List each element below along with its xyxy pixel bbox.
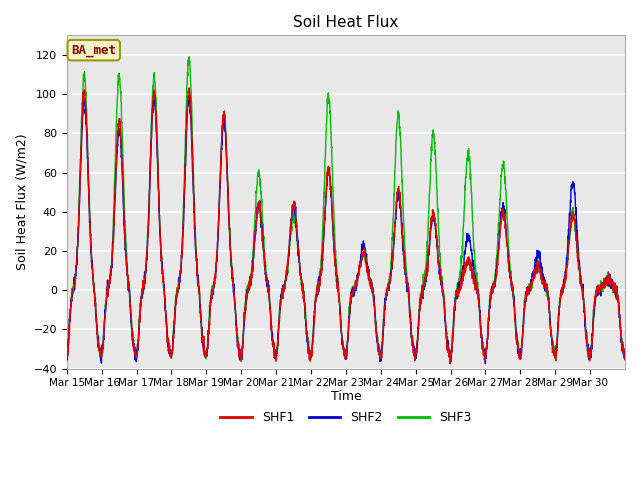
SHF1 <box>515 345 522 350</box>
SHF2 <box>380 316 387 322</box>
SHF3 <box>621 354 629 360</box>
SHF1 <box>621 357 629 362</box>
Line: SHF2: SHF2 <box>67 93 625 364</box>
SHF3 <box>186 54 193 60</box>
SHF2 <box>481 361 489 367</box>
Text: BA_met: BA_met <box>71 44 116 57</box>
X-axis label: Time: Time <box>330 390 361 403</box>
SHF1 <box>239 335 247 341</box>
SHF2 <box>515 344 522 350</box>
SHF1 <box>380 319 387 325</box>
SHF1 <box>118 172 126 178</box>
SHF2 <box>614 291 621 297</box>
Y-axis label: Soil Heat Flux (W/m2): Soil Heat Flux (W/m2) <box>15 133 28 270</box>
Line: SHF3: SHF3 <box>67 57 625 361</box>
SHF2 <box>621 355 629 360</box>
SHF1 <box>446 361 454 367</box>
Legend: SHF1, SHF2, SHF3: SHF1, SHF2, SHF3 <box>216 406 476 429</box>
SHF3 <box>546 318 554 324</box>
Title: Soil Heat Flux: Soil Heat Flux <box>293 15 399 30</box>
Line: SHF1: SHF1 <box>67 88 625 364</box>
SHF1 <box>63 347 70 353</box>
SHF1 <box>614 294 621 300</box>
SHF1 <box>546 320 554 325</box>
SHF2 <box>150 90 157 96</box>
SHF2 <box>239 335 247 341</box>
SHF2 <box>63 353 70 359</box>
SHF2 <box>546 314 554 320</box>
SHF3 <box>239 335 247 341</box>
SHF3 <box>118 140 126 145</box>
SHF3 <box>380 316 388 322</box>
SHF3 <box>307 359 314 364</box>
SHF3 <box>614 291 621 297</box>
SHF1 <box>186 85 193 91</box>
SHF3 <box>515 344 522 349</box>
SHF3 <box>63 347 70 352</box>
SHF2 <box>118 177 126 183</box>
